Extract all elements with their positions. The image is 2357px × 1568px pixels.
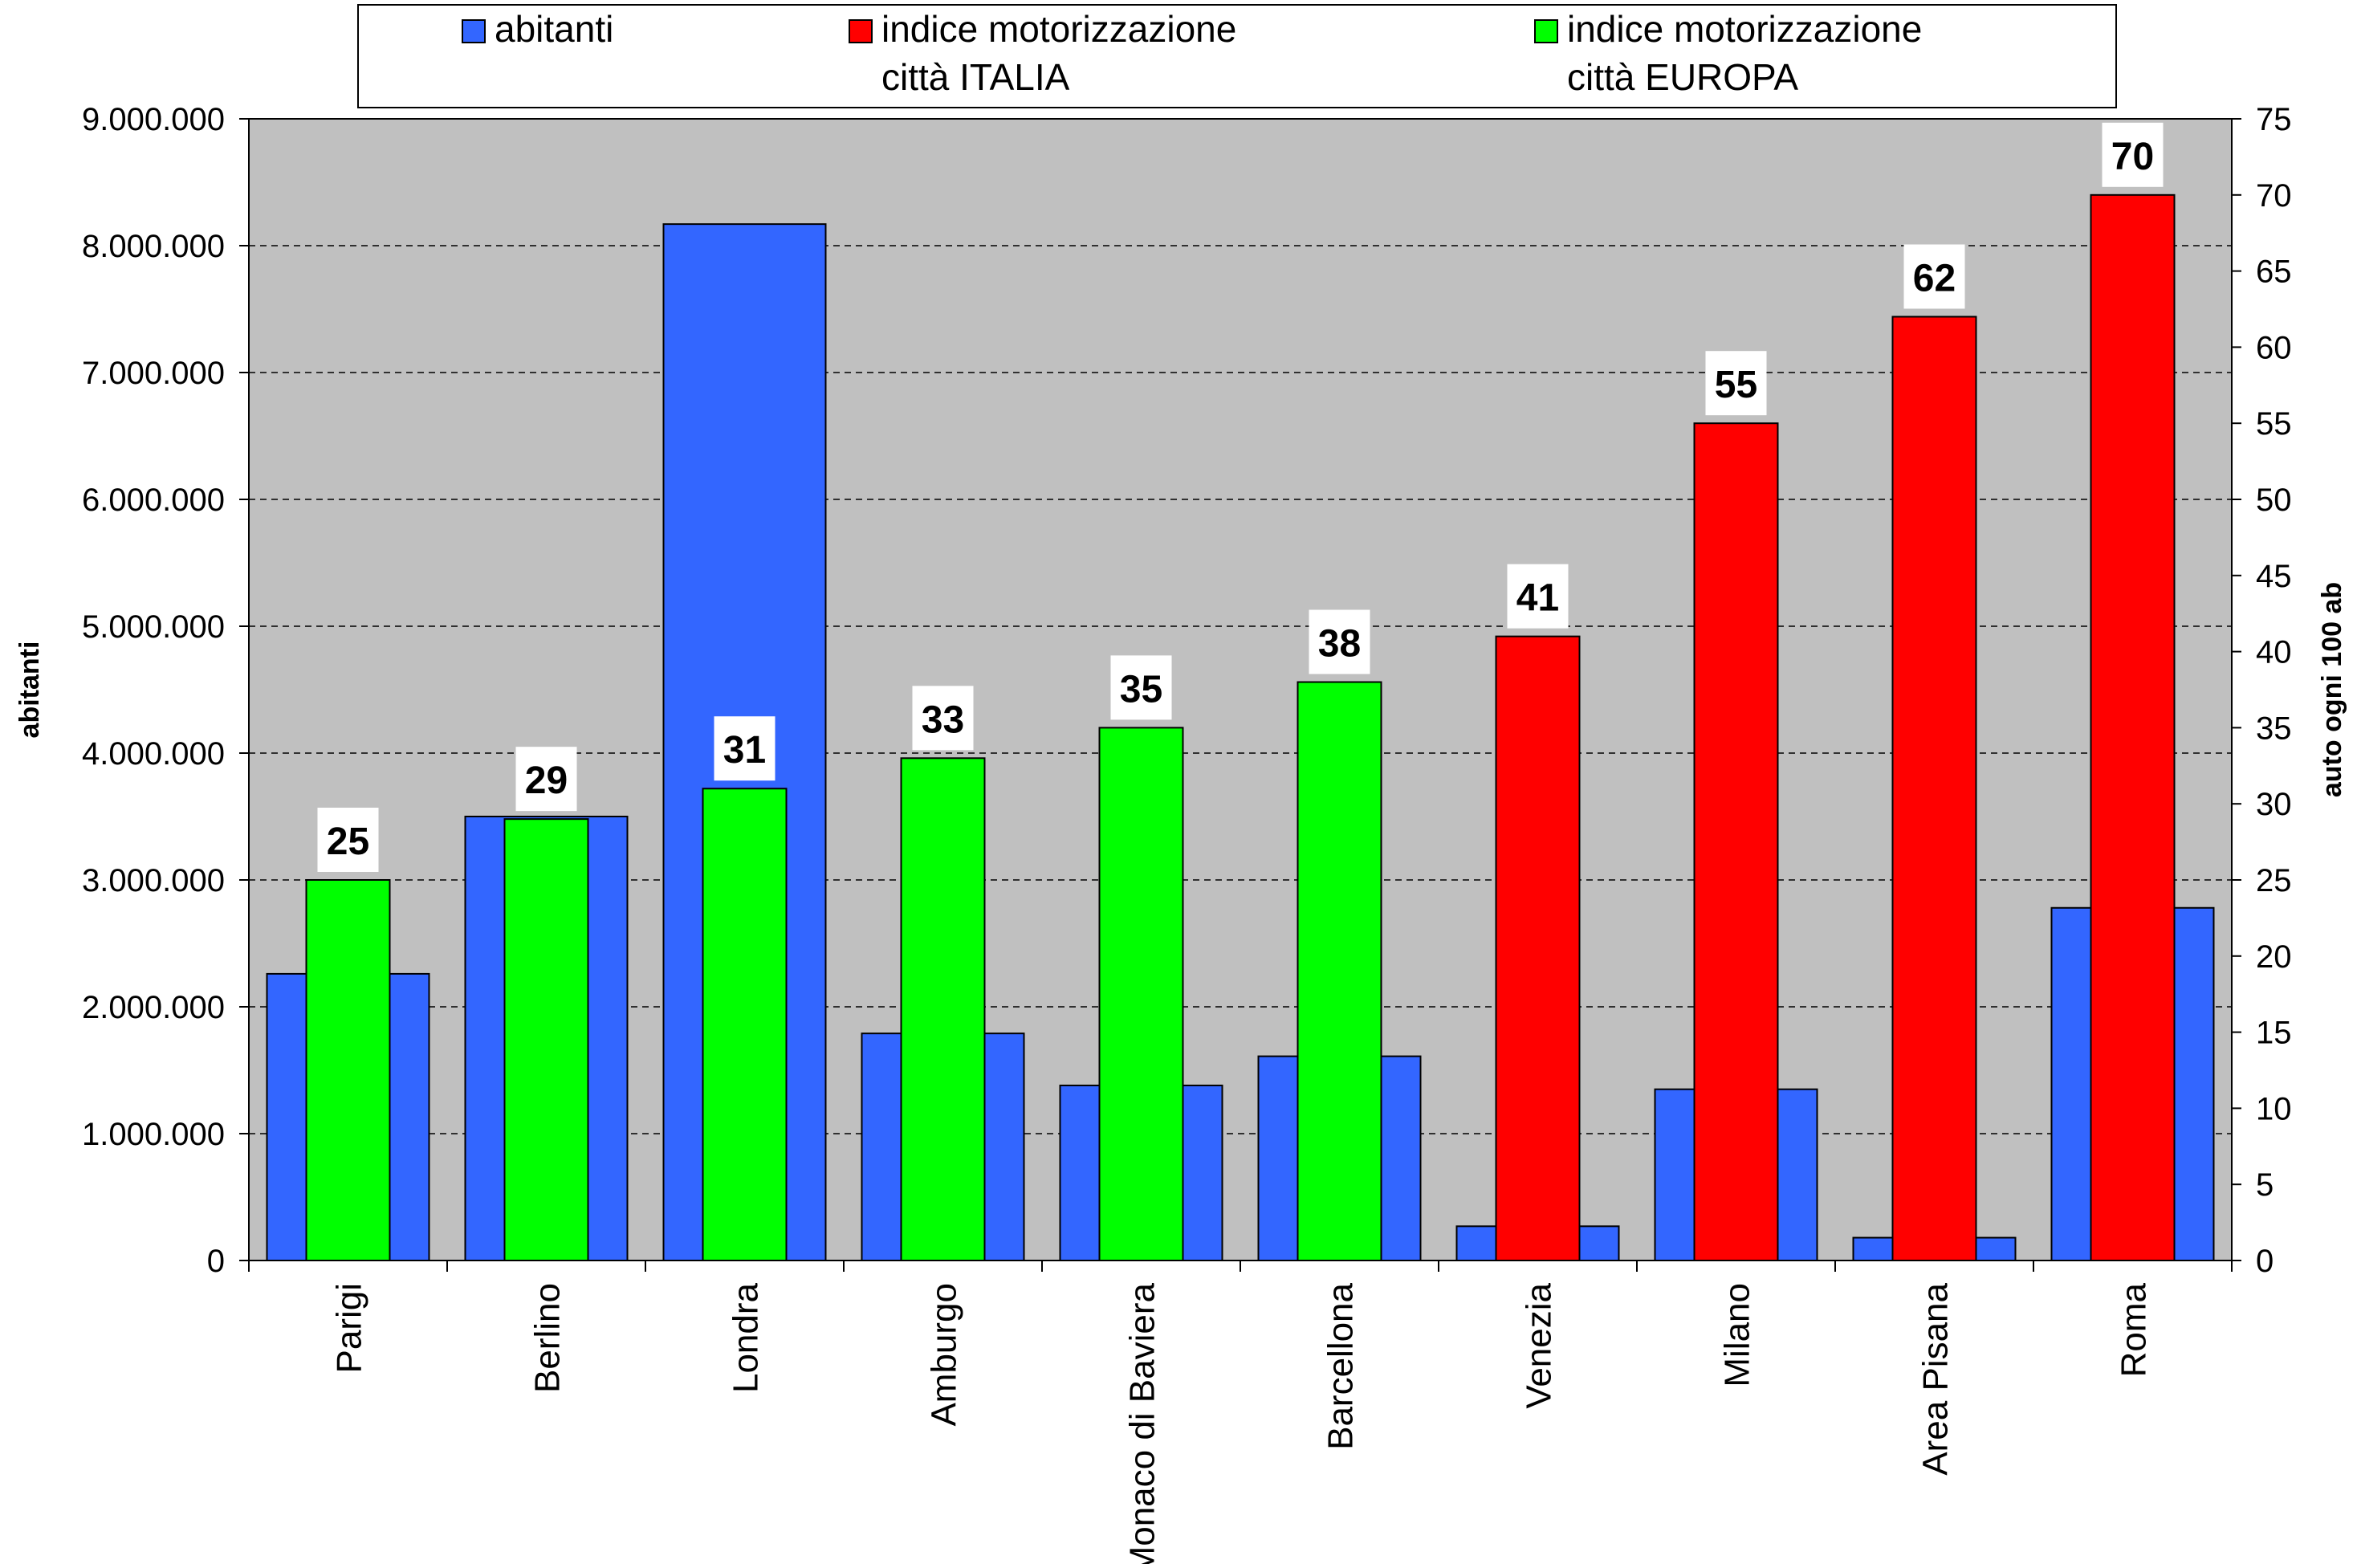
- bar-motorizzazione-1: [505, 819, 588, 1261]
- y-left-tick-label: 0: [207, 1244, 225, 1279]
- data-label-2: 31: [723, 729, 766, 772]
- bar-motorizzazione-8: [1893, 316, 1976, 1261]
- y-right-tick-label: 20: [2256, 939, 2292, 975]
- bar-motorizzazione-4: [1100, 727, 1183, 1261]
- y-right-tick-label: 45: [2256, 559, 2292, 594]
- x-tick-label: Venezia: [1520, 1282, 1559, 1408]
- y-right-tick-label: 30: [2256, 787, 2292, 822]
- data-label-3: 33: [922, 698, 964, 741]
- y-right-tick-label: 5: [2256, 1167, 2274, 1203]
- legend-label-2: indice motorizzazione: [1567, 8, 1922, 50]
- legend-label-line2-1: città ITALIA: [881, 56, 1070, 98]
- y-right-tick-label: 35: [2256, 711, 2292, 746]
- y-left-tick-label: 6.000.000: [82, 483, 225, 518]
- y-left-axis-label: abitanti: [14, 641, 45, 739]
- y-left-tick-label: 4.000.000: [82, 736, 225, 772]
- x-tick-label: Barcellona: [1321, 1282, 1361, 1449]
- y-right-tick-label: 65: [2256, 255, 2292, 290]
- y-right-axis-label: auto ogni 100 ab: [2317, 582, 2347, 797]
- bar-motorizzazione-0: [307, 880, 390, 1261]
- legend-swatch-1: [849, 20, 872, 43]
- bar-motorizzazione-5: [1298, 682, 1382, 1261]
- y-left-tick-label: 2.000.000: [82, 990, 225, 1025]
- legend-label-0: abitanti: [495, 8, 613, 50]
- data-label-5: 38: [1318, 623, 1361, 666]
- y-right-tick-label: 75: [2256, 102, 2292, 137]
- y-right-tick-label: 50: [2256, 483, 2292, 518]
- y-left-tick-label: 9.000.000: [82, 102, 225, 137]
- y-right-tick-label: 10: [2256, 1091, 2292, 1126]
- data-label-1: 29: [525, 760, 568, 802]
- y-left-tick-label: 5.000.000: [82, 609, 225, 645]
- x-tick-label: Londra: [727, 1282, 766, 1393]
- x-tick-label: Monaco di Baviera: [1123, 1282, 1162, 1564]
- bar-motorizzazione-2: [703, 788, 787, 1261]
- y-left-tick-label: 3.000.000: [82, 863, 225, 898]
- bar-motorizzazione-9: [2091, 195, 2175, 1261]
- x-tick-label: Berlino: [528, 1283, 568, 1393]
- x-tick-label: Milano: [1718, 1283, 1757, 1387]
- data-label-4: 35: [1120, 668, 1162, 711]
- legend-swatch-0: [462, 20, 485, 43]
- data-label-7: 55: [1715, 364, 1757, 406]
- x-tick-label: Parigi: [330, 1283, 369, 1374]
- legend-swatch-2: [1535, 20, 1557, 43]
- data-label-9: 70: [2111, 136, 2154, 178]
- data-label-6: 41: [1516, 577, 1559, 620]
- data-label-0: 25: [327, 821, 369, 863]
- y-right-tick-label: 40: [2256, 635, 2292, 670]
- x-tick-label: Amburgo: [925, 1283, 964, 1427]
- y-right-tick-label: 60: [2256, 330, 2292, 365]
- x-tick-label: Roma: [2115, 1282, 2154, 1377]
- y-right-tick-label: 70: [2256, 178, 2292, 214]
- y-right-tick-label: 15: [2256, 1016, 2292, 1051]
- y-right-tick-label: 55: [2256, 406, 2292, 442]
- y-left-tick-label: 1.000.000: [82, 1117, 225, 1152]
- legend-label-1: indice motorizzazione: [881, 8, 1236, 50]
- legend-label-line2-2: città EUROPA: [1567, 56, 1798, 98]
- bar-motorizzazione-3: [902, 758, 985, 1261]
- bar-motorizzazione-6: [1496, 637, 1580, 1261]
- y-left-tick-label: 7.000.000: [82, 356, 225, 391]
- y-right-tick-label: 25: [2256, 863, 2292, 898]
- data-label-8: 62: [1913, 257, 1956, 299]
- bar-motorizzazione-7: [1695, 423, 1778, 1261]
- y-left-tick-label: 8.000.000: [82, 229, 225, 264]
- y-right-tick-label: 0: [2256, 1244, 2274, 1279]
- x-tick-label: Area Pisana: [1916, 1282, 1956, 1475]
